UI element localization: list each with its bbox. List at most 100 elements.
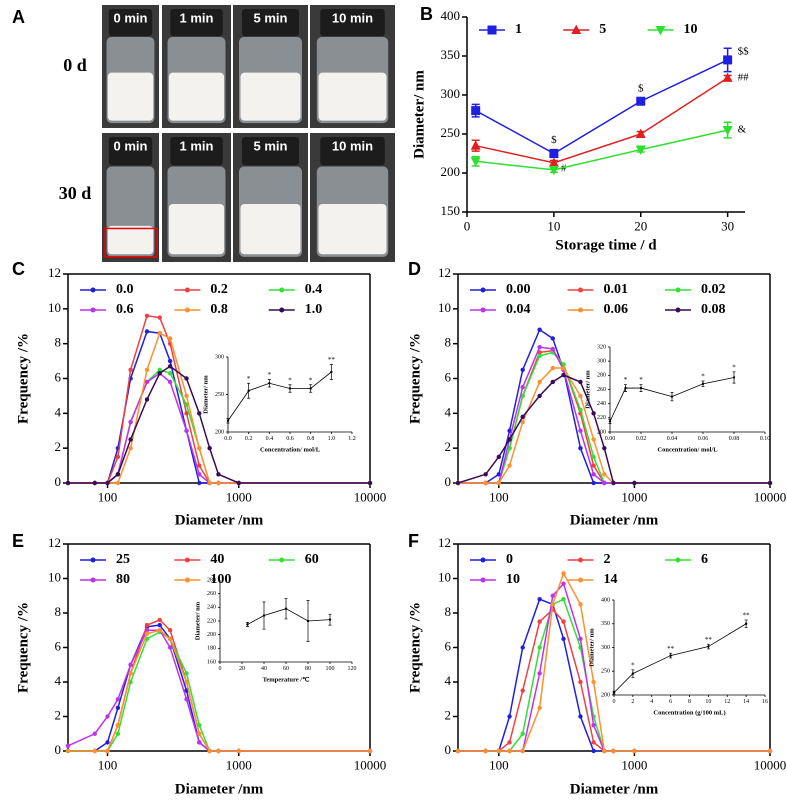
marker — [167, 364, 173, 369]
photo-label: 1 min — [180, 10, 214, 25]
series-line — [68, 314, 370, 484]
x-tick-label: 80 — [305, 666, 311, 672]
marker — [507, 748, 512, 754]
series-line — [227, 371, 332, 421]
y-tick-label: 400 — [441, 8, 461, 23]
marker — [722, 126, 733, 136]
marker — [144, 313, 150, 318]
marker — [197, 463, 202, 468]
marker — [328, 618, 332, 621]
marker — [184, 411, 189, 416]
marker — [207, 445, 212, 451]
legend-marker — [487, 25, 497, 35]
y-tick-label: 300 — [441, 86, 461, 101]
legend-marker — [675, 287, 681, 293]
marker — [767, 748, 773, 754]
marker — [578, 445, 583, 451]
marker — [197, 731, 202, 736]
marker — [105, 748, 110, 754]
marker — [247, 389, 250, 392]
panel-label: B — [420, 4, 433, 24]
legend-marker — [279, 307, 285, 313]
legend-label: 10 — [683, 22, 697, 37]
marker — [455, 748, 461, 754]
marker — [483, 748, 488, 754]
marker — [507, 463, 512, 468]
series-line — [613, 623, 747, 693]
x-tick-label: 40 — [261, 666, 267, 672]
marker — [115, 722, 121, 728]
marker — [520, 393, 525, 399]
legend-marker — [184, 287, 190, 293]
marker — [197, 445, 202, 451]
marker — [632, 480, 637, 486]
y-tick-label: 10 — [48, 300, 61, 315]
marker — [197, 480, 202, 486]
annotation: ** — [743, 612, 751, 620]
series-line — [475, 129, 728, 171]
marker — [602, 472, 607, 477]
marker — [65, 743, 71, 749]
x-tick-label: 0.0 — [224, 436, 232, 442]
marker — [115, 454, 121, 460]
legend-label: 1.0 — [305, 302, 323, 317]
x-tick-label: 1000 — [621, 757, 647, 772]
y-tick-label: 2 — [55, 707, 62, 722]
marker — [105, 714, 110, 719]
marker — [157, 628, 162, 633]
y-tick-label: 0 — [55, 742, 62, 757]
marker — [92, 731, 97, 736]
x-tick-label: 16 — [762, 699, 768, 705]
marker — [537, 645, 542, 650]
marker — [167, 636, 173, 642]
y-tick-label: 4 — [445, 673, 452, 688]
marker — [520, 645, 525, 650]
legend-label: 40 — [210, 552, 224, 567]
y-tick-label: 240 — [207, 605, 216, 611]
annotation: * — [732, 363, 736, 371]
marker — [157, 367, 162, 372]
x-tick-label: 30 — [721, 218, 734, 233]
y-tick-label: 300 — [601, 645, 610, 651]
y-tick-label: 200 — [215, 429, 224, 435]
y-tick-label: 350 — [601, 621, 610, 627]
marker — [591, 480, 596, 486]
photo-label: 10 min — [332, 10, 373, 25]
marker — [550, 379, 555, 385]
y-tick-label: 8 — [55, 335, 62, 350]
x-axis-label: Diameter /nm — [175, 512, 264, 528]
legend-marker — [655, 25, 666, 36]
marker — [550, 336, 555, 341]
x-tick-label: 0.02 — [636, 436, 647, 442]
vial-cap — [242, 137, 299, 166]
marker — [128, 419, 133, 425]
series-line — [68, 631, 370, 752]
x-tick-label: 100 — [489, 757, 509, 772]
marker — [65, 748, 71, 754]
y-tick-label: 240 — [597, 401, 606, 407]
y-tick-label: 320 — [597, 344, 606, 350]
vial-cap — [108, 137, 153, 166]
x-tick-label: 0 — [219, 666, 222, 672]
y-tick-label: 6 — [55, 638, 62, 653]
marker — [537, 619, 542, 624]
y-tick-label: 220 — [597, 415, 606, 421]
y-tick-label: 280 — [597, 373, 606, 379]
marker — [128, 662, 133, 667]
x-axis-label: Concentration/ mol/L — [260, 446, 321, 453]
marker — [624, 386, 627, 390]
y-axis-label: Diameter/ nm — [584, 370, 591, 409]
x-axis-label: Concentration/ mol/L — [657, 446, 718, 453]
y-axis-label: Frequency /% — [15, 602, 31, 693]
x-tick-label: 0.4 — [266, 436, 274, 442]
x-tick-label: 0.6 — [286, 436, 294, 442]
y-tick-label: 250 — [441, 125, 461, 140]
marker — [578, 428, 583, 433]
x-axis-label: Diameter /nm — [175, 781, 264, 797]
legend-marker — [90, 557, 96, 563]
marker — [602, 445, 607, 451]
marker — [744, 622, 748, 625]
x-tick-label: 100 — [489, 489, 509, 504]
legend-marker — [184, 557, 190, 563]
legend-marker — [480, 577, 486, 583]
